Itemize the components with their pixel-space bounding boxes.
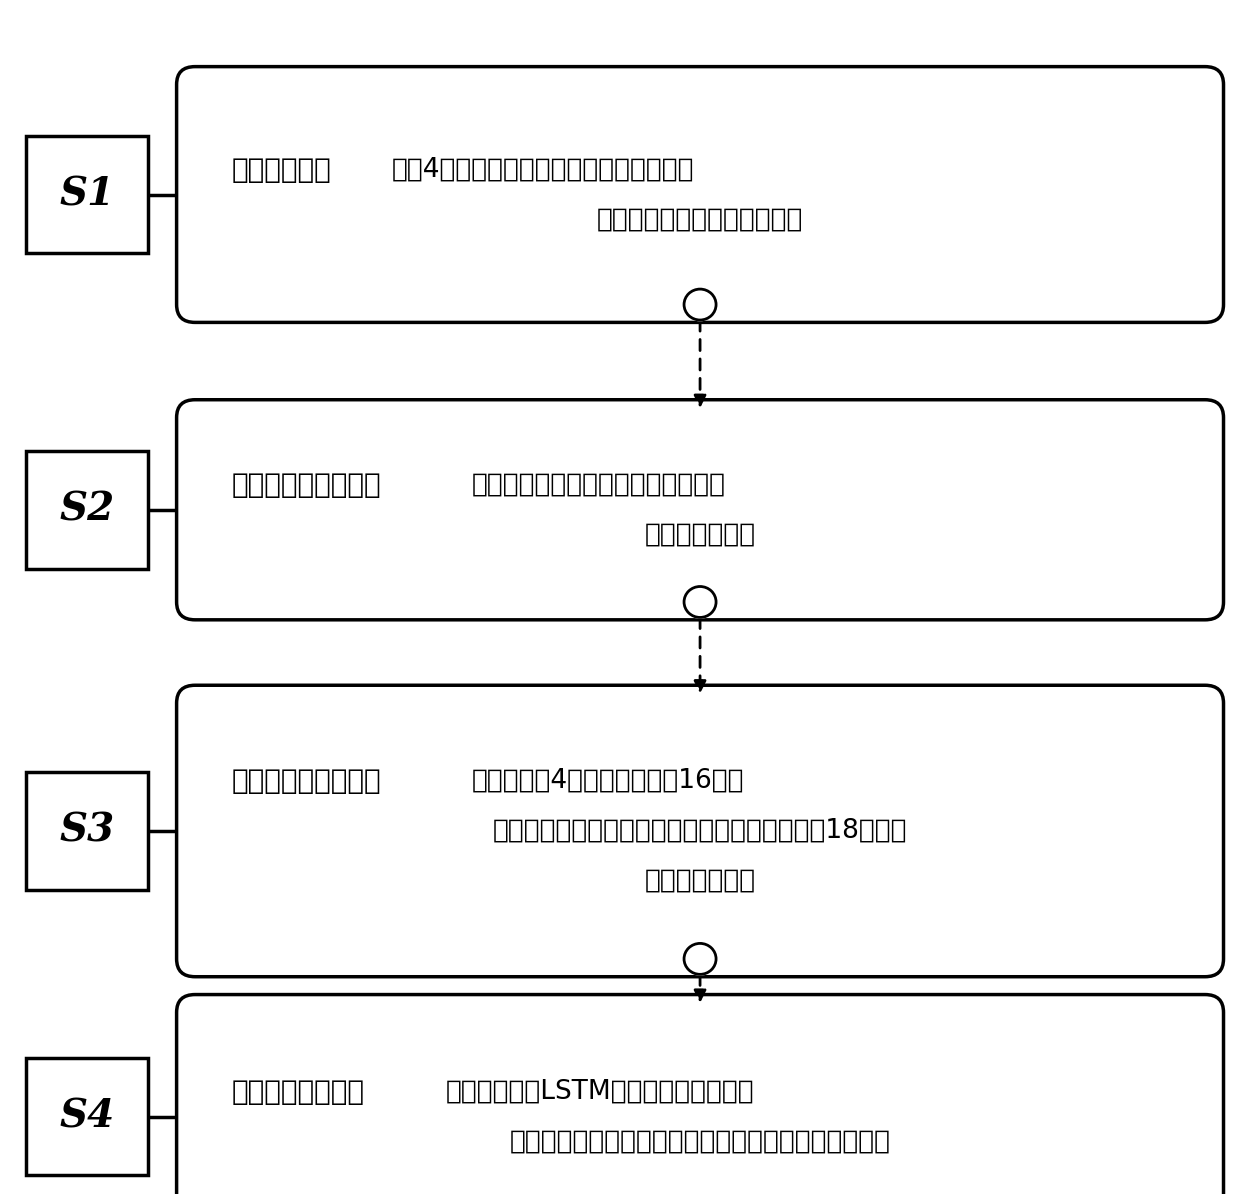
- Text: 分类器训练单元：: 分类器训练单元：: [232, 1077, 365, 1106]
- FancyBboxPatch shape: [176, 994, 1224, 1198]
- Text: 型打上标签，作为原始数据集: 型打上标签，作为原始数据集: [596, 206, 804, 232]
- Text: 频域特征提取单元：: 频域特征提取单元：: [232, 767, 382, 795]
- FancyBboxPatch shape: [176, 67, 1224, 322]
- Text: 向量并归一化。: 向量并归一化。: [645, 867, 755, 894]
- Text: 采集4种扰动事件的典型信号，并对事件类: 采集4种扰动事件的典型信号，并对事件类: [392, 157, 694, 182]
- Text: 构建双向多层LSTM分类器，将特征向量: 构建双向多层LSTM分类器，将特征向量: [445, 1078, 754, 1105]
- Text: S4: S4: [60, 1097, 115, 1136]
- FancyBboxPatch shape: [26, 135, 149, 254]
- FancyBboxPatch shape: [26, 450, 149, 569]
- Circle shape: [684, 587, 715, 617]
- FancyBboxPatch shape: [26, 1058, 149, 1175]
- Text: 计算信号短时能量和短时过电平率，: 计算信号短时能量和短时过电平率，: [472, 472, 727, 498]
- Text: 预处理单元：: 预处理单元：: [232, 156, 332, 183]
- Text: S2: S2: [60, 491, 115, 528]
- Text: S1: S1: [60, 176, 115, 213]
- Circle shape: [684, 943, 715, 974]
- Text: S3: S3: [60, 812, 115, 851]
- Circle shape: [684, 289, 715, 320]
- Text: 时域特征提取单元：: 时域特征提取单元：: [232, 471, 382, 498]
- FancyBboxPatch shape: [176, 685, 1224, 976]
- Text: 频带，计算子频带内能量谱，叠加时域特征构成18维特征: 频带，计算子频带内能量谱，叠加时域特征构成18维特征: [492, 818, 908, 843]
- FancyBboxPatch shape: [26, 772, 149, 890]
- Text: 和事件标签作为输入输出迭代训练，直至达到识别目标: 和事件标签作为输入输出迭代训练，直至达到识别目标: [510, 1129, 890, 1155]
- Text: 对信号进行4层小波包分解为16个子: 对信号进行4层小波包分解为16个子: [472, 768, 745, 794]
- FancyBboxPatch shape: [176, 400, 1224, 619]
- Text: 与设定阈值对比: 与设定阈值对比: [645, 522, 755, 547]
